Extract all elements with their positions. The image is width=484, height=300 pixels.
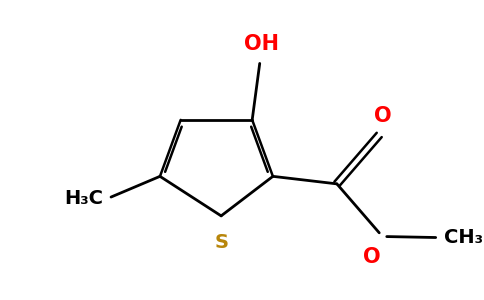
Text: CH₃: CH₃ [444, 228, 483, 247]
Text: H₃C: H₃C [64, 189, 104, 208]
Text: S: S [214, 233, 228, 252]
Text: O: O [363, 247, 380, 267]
Text: O: O [374, 106, 392, 125]
Text: OH: OH [244, 34, 279, 54]
